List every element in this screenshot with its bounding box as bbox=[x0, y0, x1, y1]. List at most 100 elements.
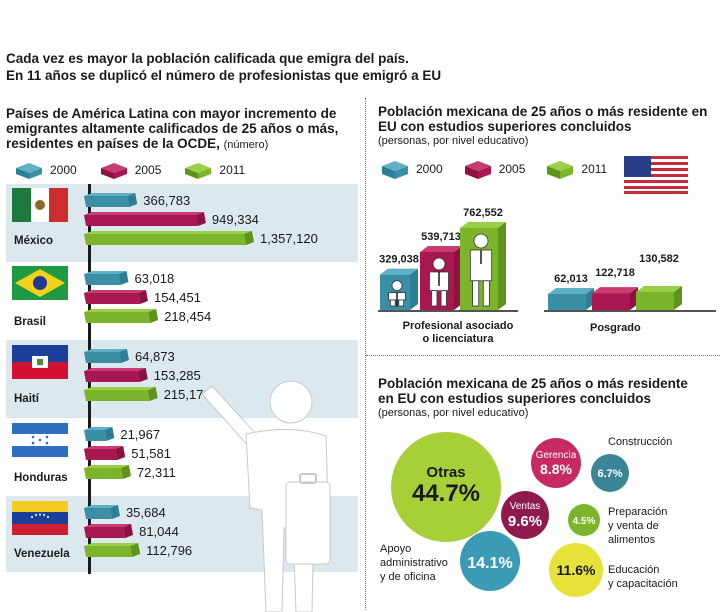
headline: Cada vez es mayor la población calificad… bbox=[6, 50, 526, 84]
bubble-educacion bbox=[549, 543, 603, 597]
bubble-apoyo-label3: y de oficina bbox=[380, 571, 437, 583]
group-label-posgrado: Posgrado bbox=[590, 322, 641, 334]
bubble-apoyo bbox=[460, 531, 520, 591]
tr-value-label-profesional-2005: 539,713 bbox=[421, 231, 461, 243]
value-label-brasil-2000: 63,018 bbox=[134, 271, 174, 286]
legend-2000: 2000 bbox=[14, 160, 77, 180]
bubble-construccion bbox=[591, 454, 629, 492]
bar-haití-2011 bbox=[84, 387, 158, 401]
bar-haití-2000 bbox=[84, 349, 129, 363]
headline-line1: Cada vez es mayor la población calificad… bbox=[6, 51, 409, 66]
divider-vertical bbox=[365, 98, 366, 610]
legend-tr-2011: 2011 bbox=[545, 158, 607, 180]
bar-méxico-2005 bbox=[84, 212, 206, 226]
bottom-right-title: Población mexicana de 25 años o más resi… bbox=[378, 376, 688, 419]
bubble-otras-label: Otras bbox=[426, 464, 465, 481]
bubble-construccion-value: 6.7% bbox=[597, 468, 622, 480]
tr-value-label-posgrado-2005: 122,718 bbox=[595, 267, 635, 279]
bar-méxico-2011 bbox=[84, 231, 254, 245]
left-chart-title: Países de América Latina con mayor incre… bbox=[6, 106, 339, 151]
bubble-otras-value: 44.7% bbox=[412, 480, 480, 507]
bubble-gerencia bbox=[531, 438, 581, 488]
bar-brasil-2000 bbox=[84, 271, 129, 285]
value-label-venezuela-2005: 81,044 bbox=[139, 524, 179, 539]
bar-venezuela-2011 bbox=[84, 543, 141, 557]
value-label-honduras-2005: 51,581 bbox=[131, 446, 171, 461]
tr-figure-2005 bbox=[429, 257, 449, 307]
bar-venezuela-2005 bbox=[84, 524, 134, 538]
value-label-méxico-2011: 1,357,120 bbox=[260, 231, 318, 246]
bubble-educacion-label1: Educación bbox=[608, 564, 659, 576]
bubble-gerencia-label: Gerencia bbox=[536, 450, 577, 461]
divider-horizontal bbox=[366, 355, 720, 356]
legend-2011: 2011 bbox=[183, 160, 245, 180]
value-label-honduras-2000: 21,967 bbox=[120, 427, 160, 442]
bubble-alimentos-label1: Preparación bbox=[608, 506, 667, 518]
traveler-illustration-icon bbox=[201, 380, 331, 612]
bar-honduras-2000 bbox=[84, 427, 115, 441]
bubble-alimentos-label2: y venta de bbox=[608, 520, 659, 532]
bubble-construccion-label: Construcción bbox=[608, 436, 672, 448]
legend-tr-2000: 2000 bbox=[380, 158, 443, 180]
value-label-méxico-2000: 366,783 bbox=[143, 193, 190, 208]
country-label-honduras: Honduras bbox=[14, 472, 68, 484]
bar-honduras-2005 bbox=[84, 446, 126, 460]
bubble-educacion-label2: y capacitación bbox=[608, 578, 678, 590]
group-label-professional: Profesional asociado o licenciatura bbox=[402, 320, 514, 345]
value-label-haití-2000: 64,873 bbox=[135, 349, 175, 364]
tr-value-label-posgrado-2000: 62,013 bbox=[554, 273, 588, 285]
flag-honduras-icon bbox=[12, 423, 68, 457]
country-label-haiti: Haití bbox=[14, 393, 39, 405]
bubble-apoyo-value: 14.1% bbox=[467, 555, 512, 572]
bubble-ventas bbox=[501, 491, 549, 539]
bar-méxico-2000 bbox=[84, 193, 138, 207]
headline-line2: En 11 años se duplicó el número de profe… bbox=[6, 68, 442, 83]
top-right-title: Población mexicana de 25 años o más resi… bbox=[378, 104, 708, 147]
bubble-alimentos-label3: alimentos bbox=[608, 534, 656, 546]
tr-value-label-profesional-2011: 762,552 bbox=[463, 207, 503, 219]
bar-haití-2005 bbox=[84, 368, 148, 382]
value-label-honduras-2011: 72,311 bbox=[137, 465, 176, 480]
flag-venezuela-icon bbox=[12, 501, 68, 535]
tr-bar-posgrado-2000 bbox=[548, 288, 594, 310]
value-label-haití-2005: 153,285 bbox=[154, 368, 201, 383]
tr-figure-2011 bbox=[469, 233, 493, 307]
legend-2005: 2005 bbox=[99, 160, 161, 180]
tr-value-label-posgrado-2011: 130,582 bbox=[639, 253, 679, 265]
country-label-brasil: Brasil bbox=[14, 316, 46, 328]
bubble-chart: Otras 44.7% Gerencia 8.8% 6.7% Construcc… bbox=[380, 432, 678, 597]
bubble-alimentos bbox=[568, 504, 600, 536]
bubble-gerencia-value: 8.8% bbox=[540, 461, 572, 477]
bubble-otras bbox=[391, 432, 501, 542]
value-label-brasil-2005: 154,451 bbox=[154, 290, 201, 305]
bubble-educacion-value: 11.6% bbox=[557, 562, 596, 578]
bar-venezuela-2000 bbox=[84, 505, 120, 519]
value-label-haití-2011: 215,173 bbox=[164, 387, 211, 402]
top-right-legend: 2000 2005 2011 bbox=[380, 158, 607, 180]
tr-bar-posgrado-2011 bbox=[636, 286, 682, 310]
value-label-venezuela-2000: 35,684 bbox=[126, 505, 166, 520]
legend-tr-2005: 2005 bbox=[463, 158, 525, 180]
flag-brazil-icon bbox=[12, 266, 68, 300]
flag-usa-icon bbox=[624, 156, 688, 194]
tr-figure-2000 bbox=[388, 280, 406, 307]
bubble-ventas-value: 9.6% bbox=[508, 513, 542, 530]
tr-bar-posgrado-2005 bbox=[592, 287, 638, 310]
left-legend: 2000 2005 2011 bbox=[14, 160, 245, 180]
flag-mexico-icon bbox=[12, 188, 68, 222]
bubble-ventas-label: Ventas bbox=[510, 501, 541, 512]
bar-honduras-2011 bbox=[84, 465, 131, 479]
value-label-méxico-2005: 949,334 bbox=[212, 212, 259, 227]
bubble-apoyo-label2: administrativo bbox=[380, 557, 448, 569]
value-label-brasil-2011: 218,454 bbox=[164, 309, 211, 324]
bar-brasil-2005 bbox=[84, 290, 148, 304]
bar-brasil-2011 bbox=[84, 309, 159, 323]
flag-haiti-icon bbox=[12, 345, 68, 379]
bubble-apoyo-label1: Apoyo bbox=[380, 543, 411, 555]
value-label-venezuela-2011: 112,796 bbox=[146, 543, 192, 558]
tr-value-label-profesional-2000: 329,038 bbox=[379, 254, 419, 266]
country-label-mexico: México bbox=[14, 235, 53, 247]
bubble-alimentos-value: 4.5% bbox=[573, 516, 596, 527]
